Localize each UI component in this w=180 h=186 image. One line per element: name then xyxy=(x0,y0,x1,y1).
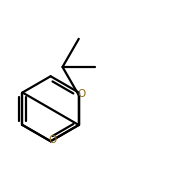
Text: O: O xyxy=(49,135,57,145)
Text: O: O xyxy=(77,89,85,99)
